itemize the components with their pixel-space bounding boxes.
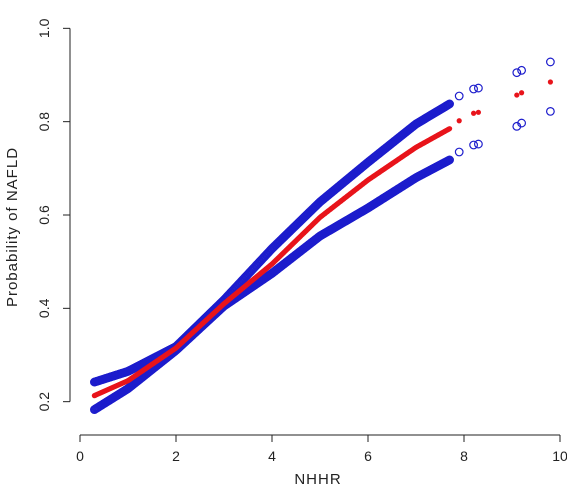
- lower-bound-point: [445, 155, 455, 165]
- lower-bound-point: [474, 139, 483, 149]
- prediction-point: [547, 79, 554, 85]
- x-tick-label: 10: [552, 448, 567, 464]
- prediction-point: [514, 92, 520, 98]
- upper-bound-point: [474, 83, 483, 93]
- x-tick-label: 8: [460, 448, 468, 464]
- prediction-point: [519, 90, 525, 96]
- x-tick-label: 6: [364, 448, 372, 464]
- upper-bound-point: [454, 91, 464, 101]
- upper-bound-point: [469, 84, 479, 94]
- upper-bound-point: [517, 65, 526, 75]
- prediction-point: [475, 109, 481, 115]
- axis-layer: 0 2 4 6 8 10 0.2 0.4 0.6 0.8 1.0: [36, 18, 567, 464]
- upper-bound-point: [512, 68, 522, 78]
- lower-bound-point: [546, 106, 555, 116]
- prediction-point: [447, 126, 453, 132]
- x-tick-label: 4: [268, 448, 276, 464]
- y-tick-label: 0.4: [36, 298, 52, 318]
- y-tick-label: 1.0: [36, 18, 52, 38]
- lower-bound-point: [469, 140, 479, 150]
- lower-bound-point: [517, 118, 526, 128]
- y-tick-label: 0.2: [36, 392, 52, 412]
- y-tick-label: 0.8: [36, 112, 52, 132]
- prediction-point: [456, 118, 462, 124]
- prediction-point: [471, 110, 477, 116]
- upper-bound-point: [546, 57, 555, 67]
- upper-bound-point: [445, 99, 455, 109]
- y-tick-label: 0.6: [36, 205, 52, 225]
- lower-bound-point: [454, 147, 464, 157]
- prediction-layer: [91, 79, 554, 399]
- y-axis-title: Probability of NAFLD: [4, 147, 21, 307]
- x-tick-label: 0: [76, 448, 84, 464]
- x-tick-label: 2: [172, 448, 180, 464]
- x-axis-title: NHHR: [294, 471, 341, 488]
